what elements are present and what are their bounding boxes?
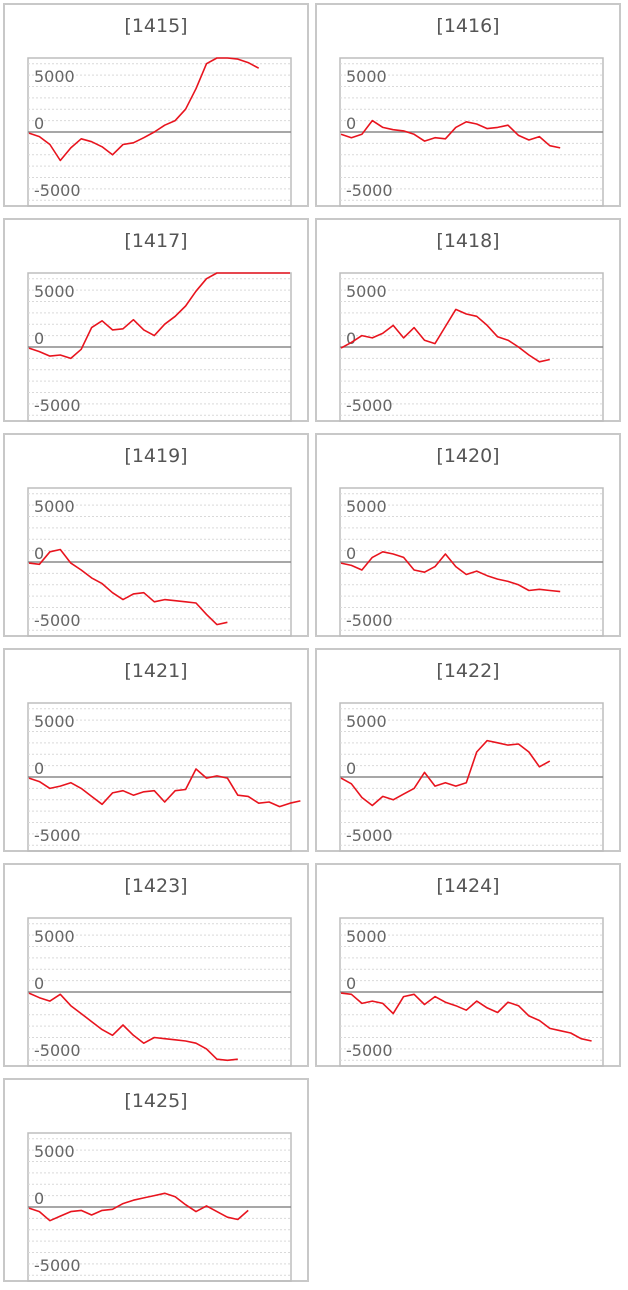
- chart-plot: 5000 0 -5000: [27, 1132, 292, 1282]
- y-tick-label: -5000: [34, 396, 81, 415]
- chart-plot: 5000 0 -5000: [339, 272, 604, 422]
- chart-title: [1416]: [436, 15, 500, 37]
- y-tick-label: 0: [346, 974, 356, 993]
- chart-panel: [1425] 5000 0 -5000: [3, 1078, 309, 1282]
- chart-panel: [1415] 5000 0 -5000: [3, 3, 309, 207]
- y-tick-label: -5000: [34, 1256, 81, 1275]
- chart-plot: 5000 0 -5000: [27, 487, 292, 637]
- y-tick-label: 0: [346, 329, 356, 348]
- y-tick-label: 0: [34, 329, 44, 348]
- y-tick-label: 5000: [346, 712, 387, 731]
- chart-panel: [1420] 5000 0 -5000: [315, 433, 621, 637]
- chart-title: [1425]: [124, 1090, 188, 1112]
- chart-panel: [1418] 5000 0 -5000: [315, 218, 621, 422]
- y-tick-label: 0: [346, 759, 356, 778]
- series-line: [28, 272, 290, 360]
- chart-title: [1424]: [436, 875, 500, 897]
- y-tick-label: -5000: [346, 396, 393, 415]
- y-tick-label: 0: [346, 114, 356, 133]
- y-tick-label: 0: [346, 544, 356, 563]
- y-tick-label: 0: [34, 114, 44, 133]
- y-tick-label: -5000: [346, 181, 393, 200]
- chart-panel: [1417] 5000 0 -5000: [3, 218, 309, 422]
- y-tick-label: -5000: [34, 826, 81, 845]
- y-tick-label: 0: [34, 974, 44, 993]
- y-tick-label: 5000: [346, 67, 387, 86]
- series-line: [28, 57, 260, 162]
- chart-title: [1420]: [436, 445, 500, 467]
- y-tick-label: 5000: [34, 712, 75, 731]
- chart-title: [1419]: [124, 445, 188, 467]
- y-tick-label: -5000: [34, 181, 81, 200]
- y-tick-label: 5000: [34, 282, 75, 301]
- series-line: [28, 768, 301, 808]
- chart-plot: 5000 0 -5000: [27, 57, 292, 207]
- chart-title: [1418]: [436, 230, 500, 252]
- y-tick-label: -5000: [346, 1041, 393, 1060]
- y-tick-label: 5000: [346, 282, 387, 301]
- series-line: [340, 551, 561, 593]
- chart-plot: 5000 0 -5000: [27, 272, 292, 422]
- y-tick-label: 5000: [346, 927, 387, 946]
- chart-panel: [1416] 5000 0 -5000: [315, 3, 621, 207]
- series-line: [28, 1192, 249, 1222]
- chart-plot: 5000 0 -5000: [339, 57, 604, 207]
- series-line: [340, 739, 551, 807]
- y-tick-label: 5000: [34, 497, 75, 516]
- y-tick-label: 0: [34, 759, 44, 778]
- chart-panel: [1421] 5000 0 -5000: [3, 648, 309, 852]
- chart-plot: 5000 0 -5000: [339, 917, 604, 1067]
- chart-plot: 5000 0 -5000: [27, 702, 301, 852]
- y-tick-label: -5000: [34, 1041, 81, 1060]
- chart-panel: [1424] 5000 0 -5000: [315, 863, 621, 1067]
- chart-title: [1423]: [124, 875, 188, 897]
- y-tick-label: -5000: [34, 611, 81, 630]
- y-tick-label: 5000: [34, 927, 75, 946]
- chart-panel: [1422] 5000 0 -5000: [315, 648, 621, 852]
- y-tick-label: -5000: [346, 611, 393, 630]
- chart-title: [1415]: [124, 15, 188, 37]
- y-tick-label: 5000: [34, 1142, 75, 1161]
- chart-panel: [1423] 5000 0 -5000: [3, 863, 309, 1067]
- y-tick-label: 0: [34, 544, 44, 563]
- chart-panel: [1419] 5000 0 -5000: [3, 433, 309, 637]
- chart-title: [1417]: [124, 230, 188, 252]
- series-line: [340, 992, 592, 1042]
- chart-title: [1421]: [124, 660, 188, 682]
- chart-plot: 5000 0 -5000: [27, 917, 292, 1067]
- y-tick-label: 5000: [34, 67, 75, 86]
- series-line: [28, 992, 238, 1062]
- y-tick-label: -5000: [346, 826, 393, 845]
- series-line: [28, 548, 228, 626]
- chart-plot: 5000 0 -5000: [339, 487, 604, 637]
- series-line: [340, 308, 550, 363]
- y-tick-label: 0: [34, 1189, 44, 1208]
- chart-title: [1422]: [436, 660, 500, 682]
- y-tick-label: 5000: [346, 497, 387, 516]
- series-line: [340, 119, 561, 149]
- chart-plot: 5000 0 -5000: [339, 702, 604, 852]
